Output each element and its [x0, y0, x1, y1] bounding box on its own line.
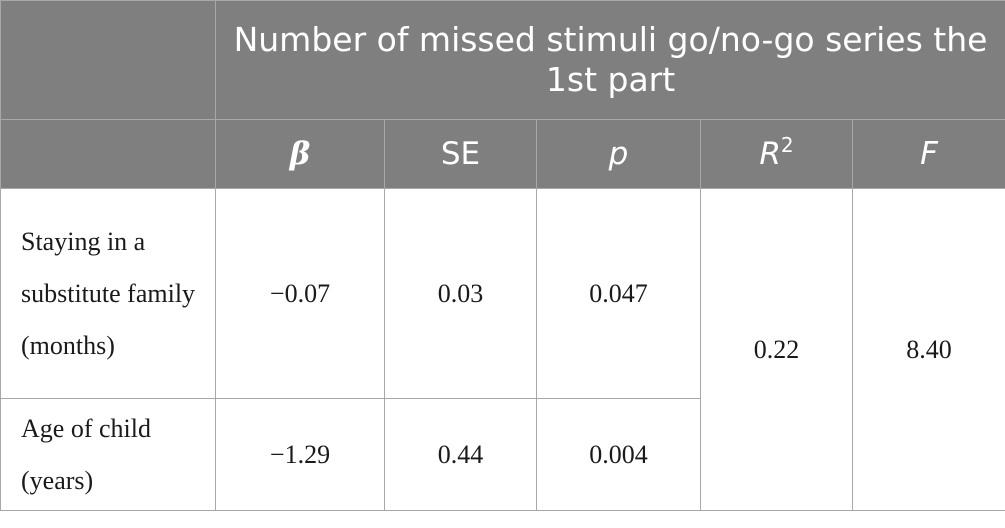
r2-base: R	[759, 136, 781, 172]
cell-beta: −1.29	[215, 398, 385, 511]
empty-corner-cell	[0, 0, 216, 120]
table-title: Number of missed stimuli go/no-go series…	[214, 0, 1005, 120]
cell-r2: 0.22	[700, 188, 853, 511]
column-header-se: SE	[384, 119, 537, 189]
cell-p: 0.047	[536, 188, 701, 399]
column-header-f: F	[851, 119, 1005, 189]
row-label: Staying in a substitute family (months)	[0, 188, 216, 399]
cell-f: 8.40	[851, 188, 1005, 511]
column-header-beta: β	[215, 119, 385, 189]
table-row: Age of child (years) −1.29 0.44 0.004	[0, 398, 1005, 511]
cell-se: 0.44	[384, 398, 537, 511]
column-header-p: p	[536, 119, 701, 189]
empty-header-cell	[0, 119, 216, 189]
row-label: Age of child (years)	[0, 398, 216, 511]
column-header-r2: R2	[700, 119, 853, 189]
beta-symbol: β	[289, 136, 311, 172]
r2-superscript: 2	[780, 133, 794, 157]
cell-se: 0.03	[384, 188, 537, 399]
regression-table: Number of missed stimuli go/no-go series…	[0, 0, 1005, 511]
cell-p: 0.004	[536, 398, 701, 511]
cell-beta: −0.07	[215, 188, 385, 399]
table-row: Staying in a substitute family (months) …	[0, 188, 1005, 511]
